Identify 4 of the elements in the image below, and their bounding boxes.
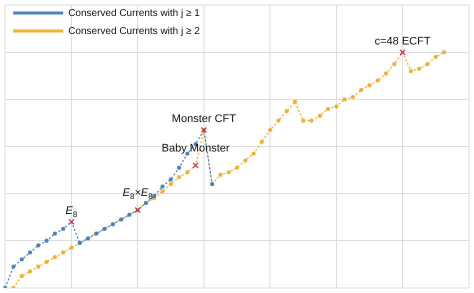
legend-label: Conserved Currents with j ≥ 2	[68, 26, 200, 37]
annotation: c=48 ECFT	[374, 35, 431, 48]
annotation: Monster CFT	[172, 113, 236, 126]
legend-label: Conserved Currents with j ≥ 1	[68, 8, 200, 19]
